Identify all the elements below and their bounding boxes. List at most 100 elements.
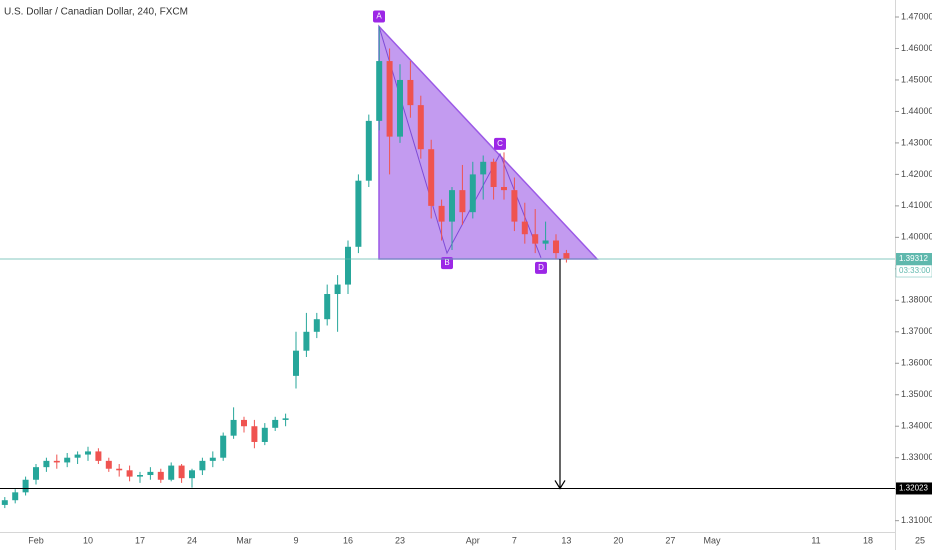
candle-body — [189, 470, 195, 479]
countdown-box — [895, 264, 932, 278]
candle-body — [542, 240, 549, 244]
y-tick-label: 1.34000 — [901, 421, 932, 431]
x-tick-label: 27 — [665, 535, 675, 545]
y-tick-label: 1.46000 — [901, 43, 932, 53]
y-tick-label: 1.33000 — [901, 452, 932, 462]
price-label: 1.39312 — [899, 254, 928, 263]
y-tick-label: 1.41000 — [901, 200, 932, 210]
candle-body — [85, 451, 91, 455]
x-tick-label: May — [703, 535, 721, 545]
x-tick-label: 7 — [512, 535, 517, 545]
candle-body — [12, 492, 19, 501]
candle-body — [334, 284, 341, 295]
y-tick-label: 1.38000 — [901, 295, 932, 305]
candle-body — [376, 61, 383, 121]
candle-body — [303, 331, 310, 351]
candle-body — [168, 465, 175, 480]
candle-body — [365, 120, 372, 181]
x-tick-label: Apr — [466, 535, 480, 545]
candle-body — [293, 350, 299, 376]
x-tick-label: Mar — [236, 535, 252, 545]
pattern-label-box — [373, 10, 385, 23]
x-tick-label: 13 — [561, 535, 571, 545]
candle-body — [116, 468, 123, 471]
y-tick-label: 1.43000 — [901, 137, 932, 147]
x-tick-label: 10 — [83, 535, 93, 545]
candle-body — [241, 419, 247, 427]
candle-body — [490, 161, 497, 187]
candle-body — [313, 319, 320, 332]
candle-body — [532, 234, 539, 244]
candle-body — [438, 205, 445, 222]
chart-title: U.S. Dollar / Canadian Dollar, 240, FXCM — [4, 7, 188, 18]
candle-body — [178, 465, 185, 479]
candle-body — [251, 426, 258, 442]
candle-body — [157, 471, 164, 480]
candle-body — [407, 79, 414, 106]
candle-body — [53, 460, 60, 463]
y-tick-label: 1.42000 — [901, 169, 932, 179]
pattern-label-box — [535, 261, 547, 274]
x-tick-label: 24 — [187, 535, 197, 545]
x-tick-label: 11 — [811, 535, 820, 545]
arrow-head — [554, 480, 566, 490]
candle-body — [521, 221, 528, 235]
y-tick-label: 1.35000 — [901, 389, 932, 399]
y-tick-label: 1.47000 — [901, 11, 932, 21]
candle-body — [147, 471, 154, 476]
candle-body — [230, 419, 237, 436]
pattern-label: A — [376, 12, 382, 21]
candle-body — [324, 294, 331, 320]
pattern-label: B — [444, 258, 449, 267]
candle-body — [137, 475, 143, 477]
candle-body — [95, 451, 102, 461]
candle-body — [459, 190, 466, 213]
x-tick-label: Feb — [28, 535, 44, 545]
x-tick-label: 17 — [135, 535, 145, 545]
y-tick-label: 1.37000 — [901, 326, 932, 336]
x-tick-label: 20 — [613, 535, 623, 545]
candle-body — [563, 253, 570, 260]
candle-body — [126, 470, 133, 477]
y-tick-label: 1.36000 — [901, 358, 932, 368]
candle-body — [428, 149, 435, 206]
price-label-box — [896, 253, 932, 266]
candle-body — [386, 61, 393, 137]
pattern-label: C — [497, 139, 503, 148]
price-label-box — [896, 482, 932, 495]
candle-body — [480, 161, 487, 175]
countdown-label: 03:33:00 — [899, 266, 931, 275]
candle-body — [511, 190, 518, 222]
y-tick-label: 1.45000 — [901, 74, 932, 84]
x-tick-label: 25 — [915, 535, 925, 545]
x-tick-label: 23 — [395, 535, 405, 545]
candle-body — [1, 500, 8, 505]
y-tick-label: 1.40000 — [901, 232, 932, 242]
candle-body — [417, 105, 424, 150]
pattern-label: D — [538, 263, 544, 272]
pattern-label-box — [441, 257, 453, 270]
candle-body — [43, 460, 50, 468]
candle-body — [220, 435, 227, 458]
candle-body — [33, 467, 39, 480]
x-tick-label: 18 — [863, 535, 873, 545]
candle-body — [74, 454, 81, 458]
candle-body — [469, 174, 476, 213]
candle-body — [261, 427, 268, 442]
pattern-label-box — [494, 137, 506, 150]
price-label: 1.32023 — [899, 484, 928, 493]
candle-body — [209, 457, 216, 461]
x-tick-label: 16 — [343, 535, 353, 545]
y-tick-label: 1.44000 — [901, 106, 932, 116]
candle-body — [64, 457, 71, 463]
candle-body — [355, 180, 362, 247]
candle-body — [199, 460, 206, 471]
candle-body — [501, 186, 507, 191]
candle-body — [345, 246, 351, 285]
x-tick-label: 9 — [293, 535, 298, 545]
candle-body — [272, 419, 279, 428]
y-tick-label: 1.31000 — [901, 515, 932, 525]
candle-body — [449, 190, 455, 222]
